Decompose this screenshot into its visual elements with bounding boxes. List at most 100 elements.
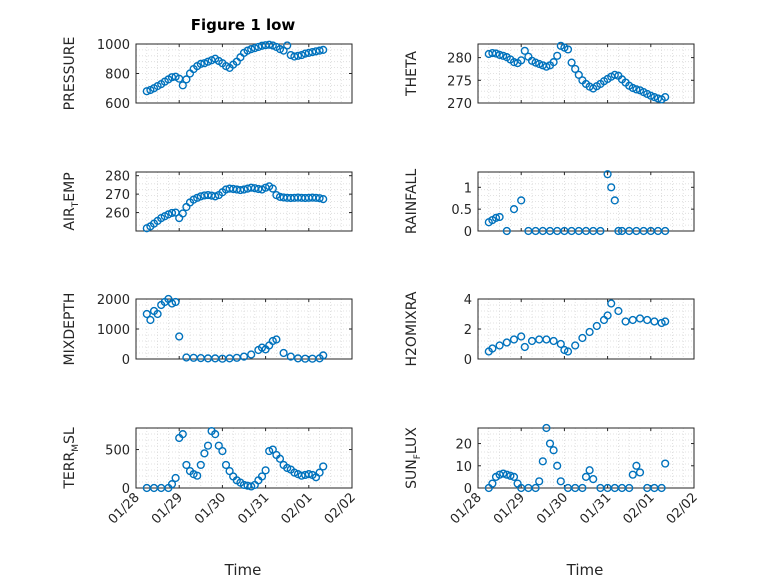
y-tick-label: 0 [464, 225, 472, 240]
data-point [614, 226, 623, 236]
y-axis-label: PRESSURE [62, 37, 78, 111]
y-tick-label: 0 [464, 353, 472, 368]
data-point [535, 335, 544, 344]
subplot-pressure: 600 800 1000 PRESSURE Figure 1 low [62, 16, 353, 112]
data-point [304, 470, 313, 479]
data-point [517, 196, 526, 205]
subplot-air_temp: 260 270 280 AIRTEMP [62, 170, 353, 233]
data-point [650, 317, 659, 326]
data-point [171, 297, 180, 307]
data-point [203, 354, 213, 363]
data-point [153, 309, 162, 319]
data-point [628, 315, 637, 325]
data-point [196, 59, 205, 69]
data-point [283, 41, 292, 50]
data-point [196, 354, 205, 363]
data-point [589, 475, 598, 484]
data-point [553, 51, 562, 60]
data-point [488, 48, 497, 58]
data-point [542, 423, 551, 433]
x-tick-label: 01/31 [577, 490, 614, 527]
data-point [661, 317, 670, 326]
data-point [286, 352, 295, 361]
data-point [571, 341, 580, 350]
y-axis-label: TERRMSL [62, 427, 81, 490]
data-point [239, 185, 249, 194]
data-point [499, 469, 508, 478]
y-tick-label: 20 [455, 438, 472, 453]
data-point [211, 192, 220, 201]
y-axis-label: SUNFLUX [404, 427, 423, 489]
data-point [553, 461, 562, 470]
y-tick-label: 500 [105, 444, 130, 459]
data-point [628, 83, 637, 93]
data-point [221, 460, 231, 470]
x-tick-label: 01/31 [235, 490, 272, 527]
y-axis-label: H2OMIXRA [404, 291, 420, 366]
data-point [563, 347, 573, 356]
data-point [178, 430, 187, 439]
data-point [621, 317, 630, 326]
data-point [632, 85, 641, 94]
data-point [661, 226, 670, 236]
subplot-rainfall: 0 0.5 1 RAINFALL [404, 169, 695, 240]
x-tick-label: 01/29 [149, 490, 186, 527]
data-point [632, 461, 641, 470]
data-point [196, 460, 205, 470]
y-tick-label: 800 [105, 68, 130, 83]
data-point [542, 335, 551, 344]
data-point [178, 81, 187, 90]
x-axis-label: Time [566, 561, 604, 579]
y-tick-label: 1 [464, 181, 472, 196]
y-tick-label: 275 [447, 74, 472, 89]
data-point [517, 332, 526, 341]
y-tick-label: 280 [105, 170, 130, 185]
data-point [175, 332, 184, 341]
data-point [499, 51, 508, 60]
y-tick-label: 0 [464, 482, 472, 497]
data-point [211, 354, 220, 363]
data-point [563, 45, 573, 54]
data-point [319, 195, 328, 204]
data-point [549, 446, 558, 455]
data-point [214, 441, 223, 450]
y-tick-label: 270 [105, 188, 130, 203]
data-point [495, 212, 504, 222]
data-point [520, 46, 529, 55]
data-point [596, 226, 605, 236]
data-point [509, 205, 519, 214]
data-point [542, 62, 551, 71]
data-point [279, 348, 288, 358]
data-point [211, 430, 220, 439]
data-point [167, 480, 177, 489]
y-tick-label: 1000 [97, 38, 130, 53]
data-point [265, 40, 274, 49]
data-point [319, 351, 328, 360]
data-point [268, 184, 277, 193]
data-point [657, 483, 666, 493]
subplot-theta: 270 275 280 THETA [404, 41, 695, 112]
data-point [625, 483, 634, 493]
data-point [502, 470, 511, 479]
data-point [517, 56, 526, 65]
data-point [556, 339, 565, 349]
y-tick-label: 260 [105, 207, 130, 222]
data-point [661, 459, 670, 468]
data-point [257, 472, 267, 481]
y-tick-label: 4 [464, 293, 472, 308]
data-point [319, 462, 328, 471]
data-point [535, 59, 544, 69]
axes-box [135, 171, 353, 232]
data-point [578, 483, 587, 493]
data-point [200, 449, 209, 458]
data-point [646, 91, 655, 100]
data-point [661, 92, 670, 102]
data-point [239, 352, 249, 361]
data-point [225, 466, 234, 476]
x-tick-label: 02/01 [279, 490, 316, 527]
data-point [203, 441, 213, 450]
data-point [635, 468, 645, 477]
